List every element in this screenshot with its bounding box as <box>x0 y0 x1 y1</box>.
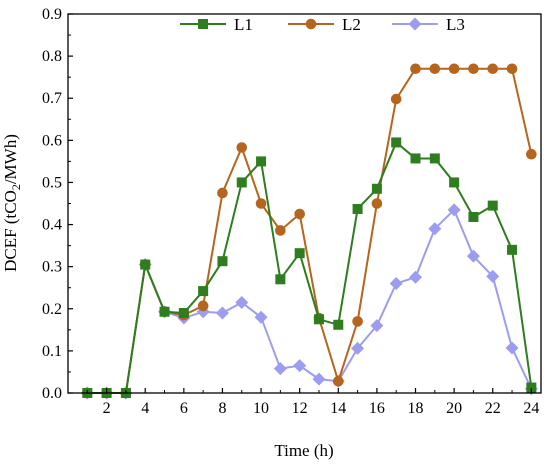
data-point-l3 <box>215 306 229 320</box>
data-point-l2 <box>429 63 441 75</box>
data-point-l3 <box>293 359 307 373</box>
data-point-l2 <box>236 142 248 153</box>
data-point-l2 <box>506 63 518 75</box>
data-point-l3 <box>447 203 461 217</box>
legend-marker <box>198 19 208 29</box>
x-tick-label: 10 <box>253 400 269 417</box>
data-point-l1 <box>275 274 286 285</box>
x-tick-label: 18 <box>408 400 424 417</box>
data-point-l2 <box>217 187 228 199</box>
data-point-l1 <box>391 137 402 148</box>
data-point-l1 <box>198 286 209 297</box>
y-tick-label: 0.7 <box>42 90 62 107</box>
data-point-l2 <box>275 225 286 236</box>
data-point-l2 <box>197 300 209 312</box>
data-point-l3 <box>505 341 519 355</box>
tick-layer: 2 4 6 8 10 12 14 16 18 20 22 240.00.10.20.30.40.50.… <box>42 6 539 417</box>
data-point-l1 <box>507 244 518 255</box>
data-point-l3 <box>235 295 249 309</box>
x-tick-label: 20 <box>446 400 462 417</box>
data-point-l3 <box>351 341 365 355</box>
data-point-l1 <box>256 156 267 167</box>
legend: L1 L2 L3 <box>180 15 465 34</box>
data-point-l1 <box>140 259 151 270</box>
data-point-l3 <box>409 270 423 284</box>
data-point-l1 <box>294 248 305 259</box>
y-axis-label-tail: /MWh) <box>1 134 20 184</box>
data-point-l1 <box>410 153 421 164</box>
legend-item-l3: L3 <box>392 15 465 34</box>
series-line-l2 <box>87 67 533 394</box>
x-tick-label: 22 <box>485 400 501 417</box>
x-tick-label: 24 <box>523 400 539 417</box>
y-axis-label: DCEF (tCO2/MWh) <box>1 134 23 272</box>
data-point-l2 <box>352 316 363 327</box>
x-tick-label: 8 <box>218 400 226 417</box>
data-point-l1 <box>429 153 440 164</box>
data-point-l3 <box>466 249 480 263</box>
x-tick-label: 6 <box>180 400 188 417</box>
data-point-l3 <box>312 372 326 386</box>
series-line-l1 <box>87 140 533 394</box>
data-point-l2 <box>294 208 305 220</box>
y-tick-label: 0.3 <box>42 259 62 276</box>
x-tick-label: 12 <box>292 400 308 417</box>
legend-label: L3 <box>446 15 465 34</box>
data-point-l2 <box>487 63 499 75</box>
data-point-l1 <box>468 211 479 222</box>
data-point-l3 <box>486 269 500 283</box>
legend-label: L2 <box>342 15 361 34</box>
y-axis-label-main: DCEF (tCO <box>1 190 20 272</box>
data-point-l1 <box>313 314 324 325</box>
data-point-l1 <box>333 319 344 330</box>
y-tick-label: 0.6 <box>42 132 62 149</box>
series-line-l3 <box>87 208 533 394</box>
series-l3 <box>80 203 538 400</box>
data-point-l3 <box>273 362 287 376</box>
series-l2 <box>82 63 537 399</box>
data-point-l2 <box>468 63 479 75</box>
y-axis-label-subscript: 2 <box>9 184 23 190</box>
x-tick-label: 14 <box>330 400 346 417</box>
series-layer <box>80 63 538 400</box>
data-point-l3 <box>389 277 403 291</box>
x-tick-label: 4 <box>141 400 149 417</box>
legend-item-l2: L2 <box>288 15 361 34</box>
y-tick-label: 0.2 <box>42 301 62 318</box>
legend-marker <box>305 18 317 30</box>
data-point-l3 <box>370 319 384 333</box>
data-point-l1 <box>371 183 382 194</box>
data-point-l1 <box>526 382 537 393</box>
data-point-l1 <box>217 256 228 267</box>
data-point-l1 <box>487 200 498 211</box>
y-tick-label: 0.9 <box>42 6 62 23</box>
legend-marker <box>408 17 422 31</box>
data-point-l2 <box>255 198 267 209</box>
data-point-l2 <box>410 63 421 75</box>
data-point-l1 <box>178 307 189 318</box>
data-point-l3 <box>254 310 268 324</box>
data-point-l3 <box>428 222 442 236</box>
data-point-l1 <box>159 306 170 317</box>
x-tick-label: 16 <box>369 400 385 417</box>
data-point-l1 <box>236 177 247 188</box>
y-tick-label: 0.5 <box>42 174 62 191</box>
x-tick-label: 2 <box>103 400 111 417</box>
x-axis-label: Time (h) <box>274 441 333 460</box>
data-point-l2 <box>526 148 537 160</box>
data-point-l2 <box>390 93 402 105</box>
y-tick-label: 0.0 <box>42 385 62 402</box>
y-tick-label: 0.8 <box>42 48 62 65</box>
legend-label: L1 <box>234 15 253 34</box>
data-point-l1 <box>449 177 460 188</box>
data-point-l2 <box>448 63 460 75</box>
legend-item-l1: L1 <box>180 15 253 34</box>
data-point-l1 <box>352 203 363 214</box>
y-tick-label: 0.1 <box>42 343 62 360</box>
y-tick-label: 0.4 <box>42 217 62 234</box>
data-point-l2 <box>371 198 383 209</box>
data-point-l2 <box>332 375 344 387</box>
